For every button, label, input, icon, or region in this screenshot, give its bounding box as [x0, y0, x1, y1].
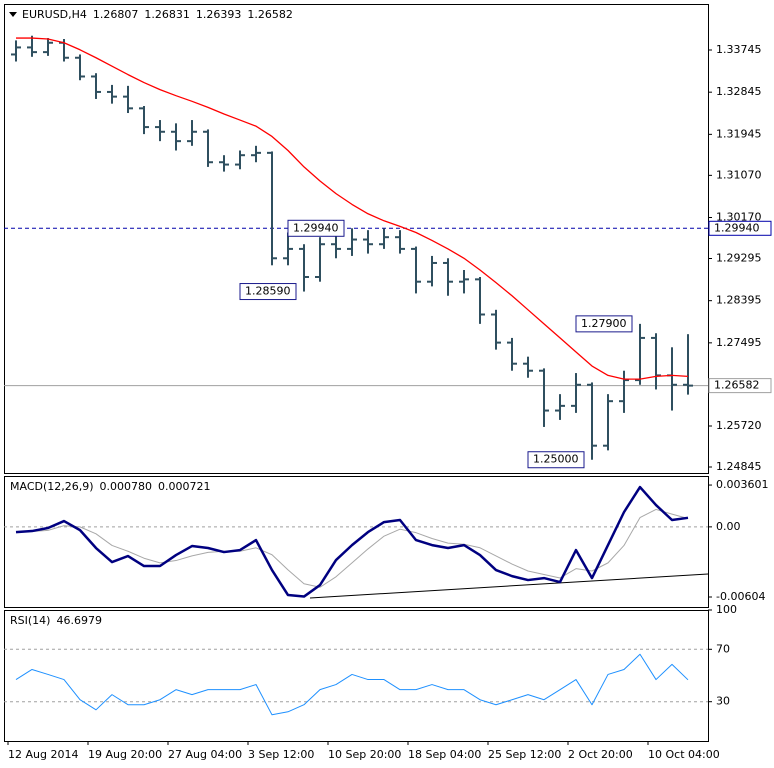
x-tick-label: 27 Aug 04:00 — [168, 748, 242, 761]
y-tick-label: 1.30170 — [716, 211, 762, 224]
rsi-panel — [4, 610, 709, 742]
annotation-label: 1.25000 — [533, 453, 579, 466]
x-tick-label: 10 Oct 04:00 — [648, 748, 720, 761]
header-value: 1.26807 — [93, 8, 139, 21]
indicator-header: RSI(14) 46.6979 — [10, 614, 102, 627]
annotation-label: 1.28590 — [245, 285, 291, 298]
x-tick-label: 10 Sep 20:00 — [328, 748, 401, 761]
y-tick-label: 1.27495 — [716, 336, 762, 349]
x-tick-label: 18 Sep 04:00 — [408, 748, 481, 761]
macd-main — [15, 485, 689, 598]
y-tick-label: 1.29295 — [716, 252, 762, 265]
x-tick-label: 2 Oct 20:00 — [568, 748, 633, 761]
header-value: 1.26393 — [196, 8, 242, 21]
y-tick-label: 0.003601 — [716, 478, 769, 491]
y-tick-label: 30 — [716, 695, 730, 708]
x-tick-label: 25 Sep 12:00 — [488, 748, 561, 761]
price-panel — [4, 4, 709, 474]
y-tick-label: 1.28395 — [716, 294, 762, 307]
trend-line — [309, 573, 709, 599]
header-value: 1.26582 — [247, 8, 293, 21]
header-value: 0.000780 — [100, 480, 153, 493]
annotation-box — [527, 451, 585, 469]
header-value: 1.26831 — [144, 8, 190, 21]
y-tick-label: 1.24845 — [716, 460, 762, 473]
y-tick-label: -0.00604 — [716, 590, 765, 603]
annotation-label: 1.29940 — [293, 221, 339, 234]
annotation-label: 1.27900 — [581, 317, 627, 330]
y-tick-label: 1.31945 — [716, 127, 762, 140]
rsi-line — [15, 653, 689, 716]
y-tick-label: 100 — [716, 603, 737, 616]
header-title: EURUSD,H4 — [22, 8, 87, 21]
y-tick-label: 1.33745 — [716, 43, 762, 56]
x-tick-label: 19 Aug 20:00 — [88, 748, 162, 761]
indicator-header: EURUSD,H4 1.26807 1.26831 1.26393 1.26582 — [22, 8, 293, 21]
header-title: RSI(14) — [10, 614, 50, 627]
price-level-box — [708, 378, 772, 394]
dropdown-icon[interactable] — [9, 12, 17, 17]
header-title: MACD(12,26,9) — [10, 480, 94, 493]
price-level-label: 1.26582 — [714, 379, 760, 392]
macd-signal — [16, 508, 689, 588]
header-value: 46.6979 — [56, 614, 102, 627]
macd-panel — [4, 476, 709, 608]
price-level-box — [708, 220, 772, 236]
indicator-header: MACD(12,26,9) 0.000780 0.000721 — [10, 480, 211, 493]
y-tick-label: 0.00 — [716, 520, 741, 533]
header-value: 0.000721 — [158, 480, 211, 493]
y-tick-label: 1.32845 — [716, 85, 762, 98]
y-tick-label: 70 — [716, 642, 730, 655]
y-tick-label: 1.25720 — [716, 419, 762, 432]
x-tick-label: 3 Sep 12:00 — [248, 748, 314, 761]
x-tick-label: 12 Aug 2014 — [8, 748, 78, 761]
annotation-box — [287, 219, 345, 237]
annotation-box — [239, 283, 297, 301]
moving-average — [16, 37, 689, 380]
y-tick-label: 1.31070 — [716, 168, 762, 181]
price-level-label: 1.29940 — [714, 221, 760, 234]
annotation-box — [575, 315, 633, 333]
